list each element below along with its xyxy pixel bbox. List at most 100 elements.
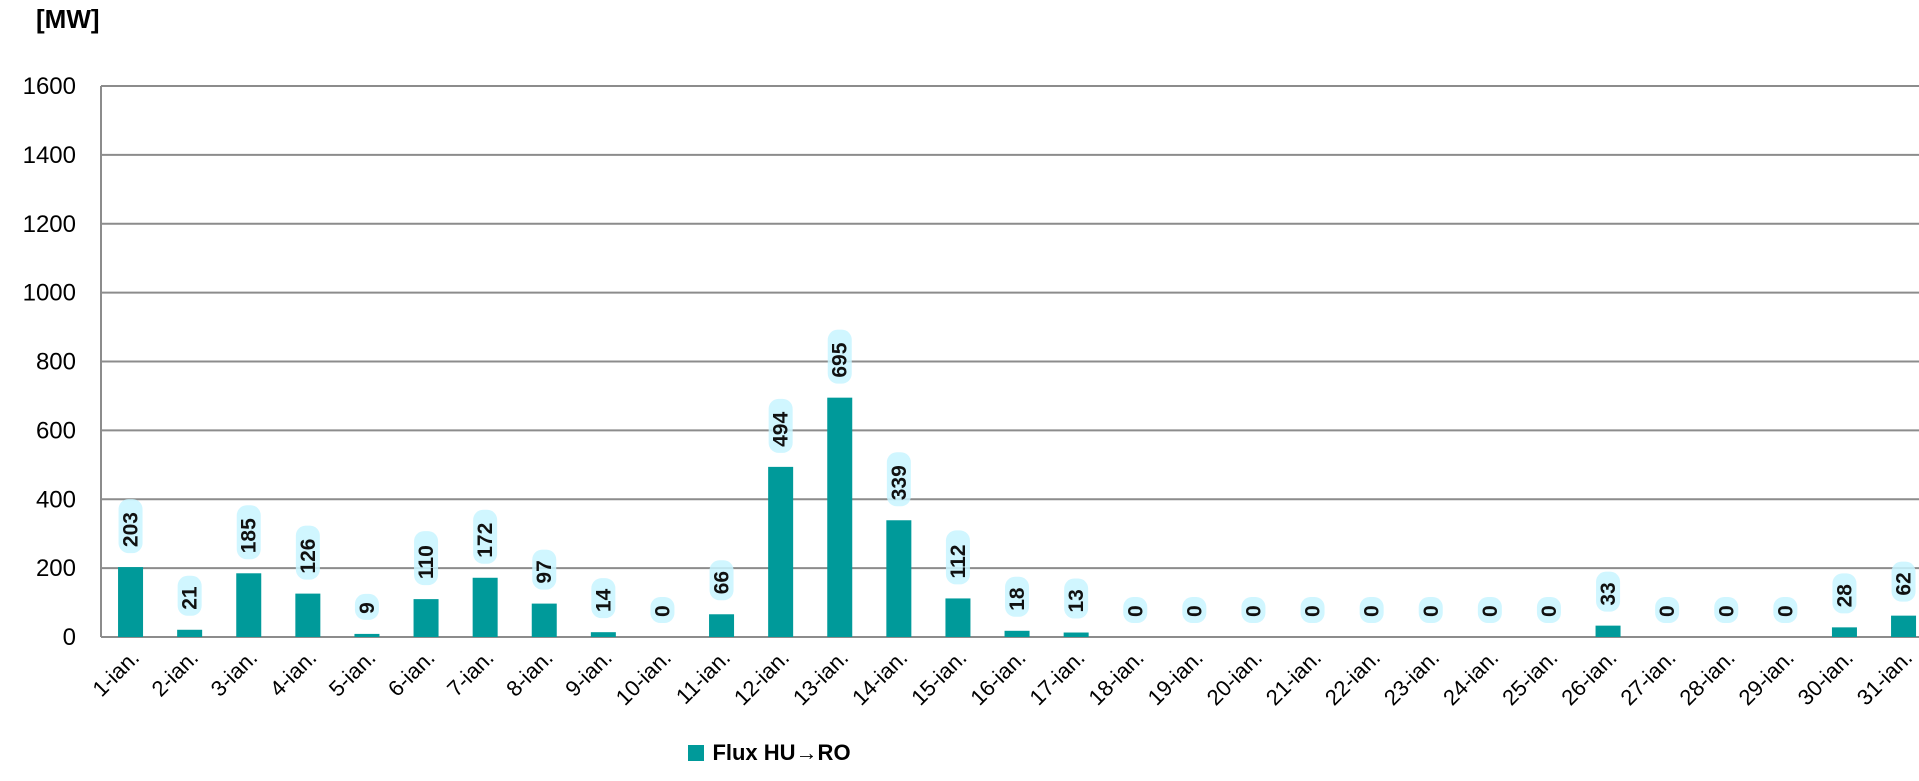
data-label: 0 <box>1242 605 1265 617</box>
data-label: 0 <box>1656 605 1679 617</box>
data-label: 13 <box>1065 589 1088 612</box>
bar <box>1891 615 1917 637</box>
data-label: 28 <box>1833 584 1856 608</box>
bar <box>472 577 498 637</box>
data-label: 66 <box>711 571 734 594</box>
x-tick-label: 20-ian. <box>1202 645 1267 710</box>
data-label-glow <box>1536 597 1561 623</box>
y-tick-label: 1400 <box>23 142 76 169</box>
data-label-glow <box>1714 597 1739 623</box>
bar <box>413 599 439 637</box>
bar <box>531 603 557 637</box>
data-label-glow <box>1300 597 1325 623</box>
data-label-glow <box>650 597 675 623</box>
x-tick-label: 28-ian. <box>1675 645 1740 710</box>
y-tick-label: 1200 <box>23 211 76 238</box>
x-tick-label: 9-ian. <box>560 645 617 702</box>
data-label: 33 <box>1597 582 1620 605</box>
data-label: 0 <box>1420 605 1443 617</box>
legend-swatch <box>688 745 705 761</box>
data-label-glow <box>1241 597 1266 623</box>
data-label: 0 <box>1124 605 1147 617</box>
data-label: 0 <box>1538 605 1561 617</box>
legend: Flux HU→RO <box>0 740 1919 767</box>
y-tick-label: 1600 <box>23 73 76 100</box>
x-tick-label: 3-ian. <box>206 645 263 702</box>
x-tick-label: 29-ian. <box>1734 645 1799 710</box>
y-tick-label: 0 <box>63 624 76 651</box>
data-label-glow <box>1891 561 1916 602</box>
data-label: 0 <box>1302 605 1325 617</box>
data-label-glow <box>473 509 498 564</box>
x-tick-label: 8-ian. <box>501 645 558 702</box>
data-label: 97 <box>533 560 556 583</box>
x-tick-label: 14-ian. <box>847 645 912 710</box>
x-tick-label: 21-ian. <box>1261 645 1326 710</box>
data-label-glow <box>414 531 439 586</box>
data-label: 14 <box>592 588 615 612</box>
data-label: 339 <box>888 465 911 500</box>
bar <box>236 573 262 637</box>
data-label-glow <box>236 505 261 560</box>
data-label-glow <box>1123 597 1148 623</box>
x-tick-label: 18-ian. <box>1084 645 1149 710</box>
y-axis-unit-label: [MW] <box>36 4 100 34</box>
data-label: 0 <box>1774 605 1797 617</box>
data-label-glow <box>295 525 320 580</box>
bar <box>295 593 321 637</box>
x-tick-label: 17-ian. <box>1024 645 1089 710</box>
x-tick-label: 10-ian. <box>611 645 676 710</box>
data-label-glow <box>768 398 793 453</box>
bar <box>354 633 380 637</box>
data-label-glow <box>1182 597 1207 623</box>
data-label: 21 <box>179 586 202 610</box>
x-tick-label: 19-ian. <box>1143 645 1208 710</box>
data-label: 112 <box>947 545 970 579</box>
x-tick-label: 24-ian. <box>1438 645 1503 710</box>
data-label-glow <box>1655 597 1680 623</box>
x-tick-label: 16-ian. <box>965 645 1030 710</box>
data-label-glow <box>1596 571 1621 612</box>
bar <box>177 629 203 637</box>
data-label: 0 <box>1183 605 1206 617</box>
bar <box>768 466 794 637</box>
data-label: 9 <box>356 602 379 614</box>
data-label-glow <box>1477 597 1502 623</box>
data-label: 0 <box>1715 605 1738 617</box>
x-tick-label: 12-ian. <box>729 645 794 710</box>
y-tick-label: 600 <box>36 417 76 444</box>
x-tick-label: 4-ian. <box>265 645 322 702</box>
x-tick-label: 13-ian. <box>788 645 853 710</box>
data-label: 110 <box>415 545 438 579</box>
x-tick-label: 22-ian. <box>1320 645 1385 710</box>
data-label: 695 <box>829 342 852 377</box>
bar <box>590 632 616 637</box>
data-label-glow <box>1064 578 1089 619</box>
data-label: 172 <box>474 523 497 558</box>
data-label: 0 <box>1361 605 1384 617</box>
data-label-glow <box>532 549 557 590</box>
y-tick-label: 400 <box>36 486 76 513</box>
y-tick-label: 800 <box>36 349 76 376</box>
x-tick-label: 30-ian. <box>1793 645 1858 710</box>
bar <box>1831 627 1857 637</box>
x-tick-label: 23-ian. <box>1379 645 1444 710</box>
data-label: 126 <box>297 539 320 574</box>
x-tick-label: 26-ian. <box>1556 645 1621 710</box>
data-label-glow <box>1005 576 1030 617</box>
x-tick-label: 2-ian. <box>147 645 204 702</box>
x-tick-label: 31-ian. <box>1852 645 1917 710</box>
bar <box>1063 632 1089 637</box>
data-label: 0 <box>651 605 674 617</box>
y-tick-label: 1000 <box>23 280 76 307</box>
x-tick-label: 1-ian. <box>87 645 144 702</box>
bar <box>945 598 971 637</box>
data-label: 0 <box>1479 605 1502 617</box>
bar <box>118 567 144 637</box>
bar <box>709 614 735 637</box>
x-tick-label: 6-ian. <box>383 645 440 702</box>
x-tick-label: 25-ian. <box>1497 645 1562 710</box>
data-label-glow <box>1359 597 1384 623</box>
bar <box>1595 625 1621 637</box>
